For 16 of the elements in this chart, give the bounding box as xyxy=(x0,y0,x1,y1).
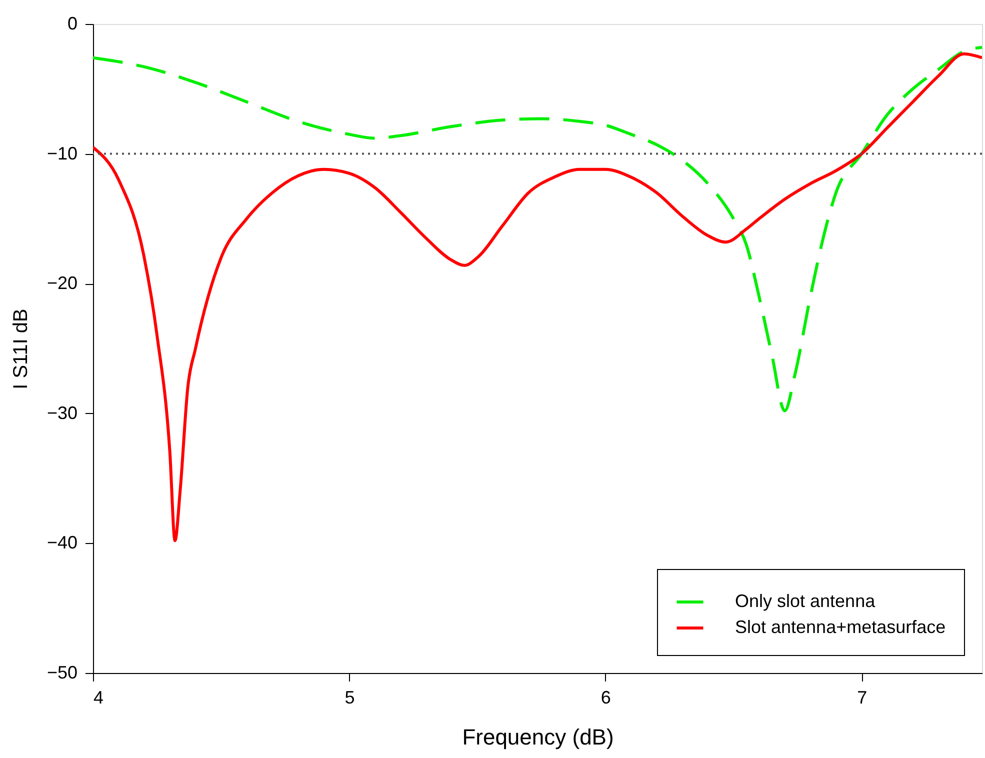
legend-label: Only slot antenna xyxy=(735,591,876,611)
x-tick-label: 7 xyxy=(857,688,868,708)
x-tick-label: 6 xyxy=(600,688,611,708)
x-tick-label: 5 xyxy=(344,688,355,708)
y-tick-label: −10 xyxy=(46,143,78,164)
y-tick-label: −20 xyxy=(46,273,78,294)
y-tick-label: 0 xyxy=(67,14,78,34)
y-tick-label: −50 xyxy=(46,662,78,682)
y-axis-title: I S11I dB xyxy=(10,308,32,390)
legend-label: Slot antenna+metasurface xyxy=(735,617,946,637)
y-tick-label: −40 xyxy=(46,532,78,553)
y-tick-label: −30 xyxy=(46,402,78,423)
x-axis-title: Frequency (dB) xyxy=(462,724,614,750)
line-series xyxy=(93,52,982,542)
line-series xyxy=(93,46,982,412)
x-tick-label: 4 xyxy=(94,688,104,708)
